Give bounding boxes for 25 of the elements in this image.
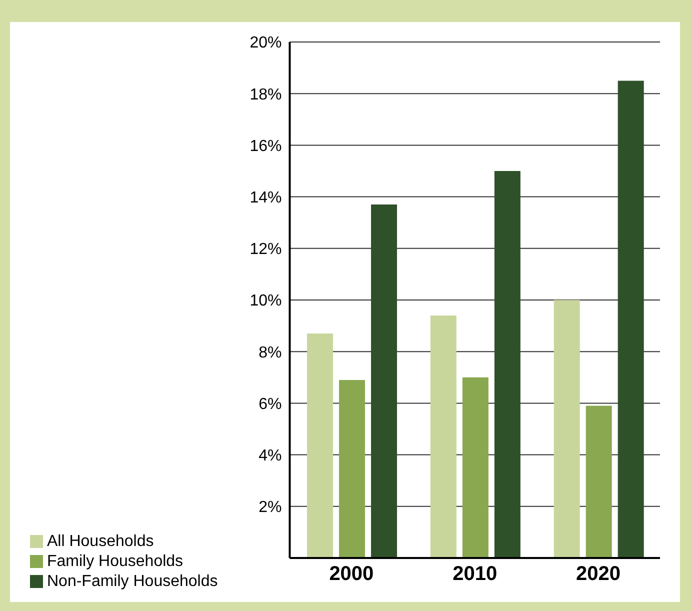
- bar: [430, 315, 456, 558]
- bar: [586, 406, 612, 558]
- legend-label: Non-Family Households: [47, 573, 218, 590]
- bar: [371, 204, 398, 558]
- y-tick-label: 10%: [250, 292, 282, 310]
- y-tick-label: 18%: [250, 86, 282, 104]
- y-tick-label: 4%: [258, 447, 282, 464]
- bar: [554, 300, 580, 558]
- bar: [462, 377, 488, 558]
- y-tick-label: 14%: [250, 189, 282, 206]
- y-tick-label: 8%: [258, 344, 282, 362]
- legend-label: Family Households: [47, 553, 184, 570]
- y-tick-label: 2%: [258, 499, 282, 516]
- legend-label: All Households: [47, 533, 154, 550]
- y-tick-label: 16%: [250, 138, 282, 155]
- x-tick-label: 2010: [452, 563, 498, 586]
- bar: [307, 334, 334, 558]
- y-tick-label: 20%: [250, 34, 282, 52]
- y-tick-label: 6%: [258, 396, 282, 413]
- x-tick-label: 2020: [576, 563, 621, 586]
- bar: [339, 380, 366, 558]
- y-tick-label: 12%: [250, 241, 282, 258]
- bar: [618, 80, 644, 558]
- bar: [494, 171, 520, 558]
- x-tick-label: 2000: [329, 563, 374, 586]
